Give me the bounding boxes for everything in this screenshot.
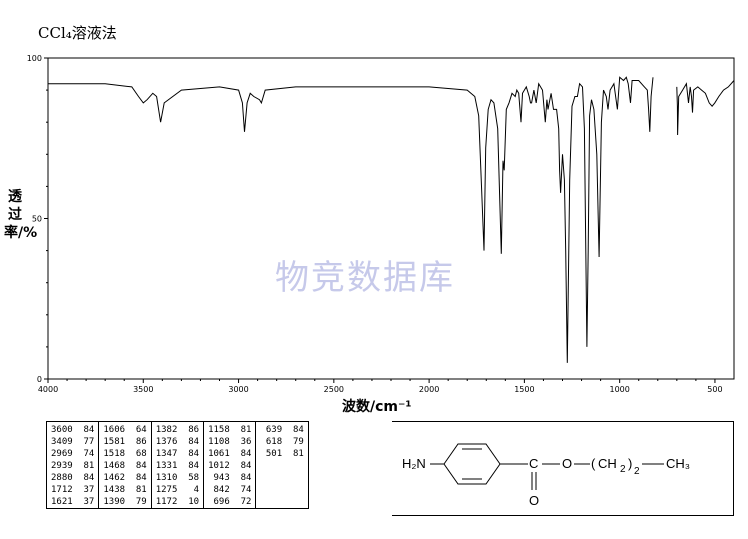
y-tick-label: 50 [32, 215, 42, 224]
x-tick-label: 1000 [609, 385, 629, 394]
chain-unit: CH [598, 456, 617, 471]
amine-label: H₂N [402, 456, 426, 471]
peak-table: 3600 84 3409 77 2969 74 2939 81 2880 84 … [45, 421, 309, 509]
x-tick-label: 3000 [228, 385, 248, 394]
spectrum-title: CCl₄溶液法 [38, 24, 117, 42]
x-tick-label: 1500 [514, 385, 534, 394]
ester-oxygen: O [562, 456, 572, 471]
x-tick-label: 2000 [419, 385, 439, 394]
y-axis-ticks: 0 50 100 [27, 54, 48, 384]
x-axis-label: 波数/cm⁻¹ [342, 399, 412, 415]
chain-open-paren: ( [591, 456, 596, 471]
spectrum-line [676, 80, 735, 136]
y-tick-label: 0 [37, 375, 42, 384]
watermark-text: 物竞数据库 [275, 258, 455, 298]
spectrum-line [48, 76, 654, 363]
x-tick-label: 2500 [324, 385, 344, 394]
peak-column-2: 1606 64 1581 86 1518 68 1468 84 1462 84 … [103, 425, 147, 507]
spectrum-trace [48, 76, 735, 363]
chain-subscript: 2 [620, 464, 626, 475]
x-tick-label: 4000 [38, 385, 58, 394]
peak-column-1: 3600 84 3409 77 2969 74 2939 81 2880 84 … [51, 425, 95, 507]
structure-drawing: H₂N C O O ( CH 2 ) 2 CH₃ [402, 443, 690, 508]
molecular-structure: H₂N C O O ( CH 2 ) 2 CH₃ [392, 421, 734, 516]
ir-spectrum-chart: 0 50 100 4000 3500 3000 2500 2000 1500 1000 500 [27, 54, 735, 394]
plot-frame [47, 57, 735, 380]
benzene-ring [443, 443, 501, 485]
y-tick-label: 100 [27, 54, 42, 63]
chain-close-paren: ) [628, 456, 632, 471]
terminal-methyl: CH₃ [666, 456, 690, 471]
chain-count: 2 [634, 466, 640, 477]
x-axis-ticks: 4000 3500 3000 2500 2000 1500 1000 500 [38, 379, 723, 394]
peak-column-4: 1158 81 1108 36 1061 84 1012 84 943 84 8… [208, 425, 252, 507]
carbonyl-oxygen: O [529, 493, 539, 508]
y-axis-label: 透过率/% [4, 189, 38, 241]
carbonyl-carbon: C [529, 456, 538, 471]
peak-column-5: 639 84 618 79 501 81 [265, 425, 304, 459]
x-tick-label: 3500 [133, 385, 153, 394]
peak-column-3: 1382 86 1376 84 1347 84 1331 84 1310 58 … [155, 425, 200, 507]
x-tick-label: 500 [707, 385, 722, 394]
